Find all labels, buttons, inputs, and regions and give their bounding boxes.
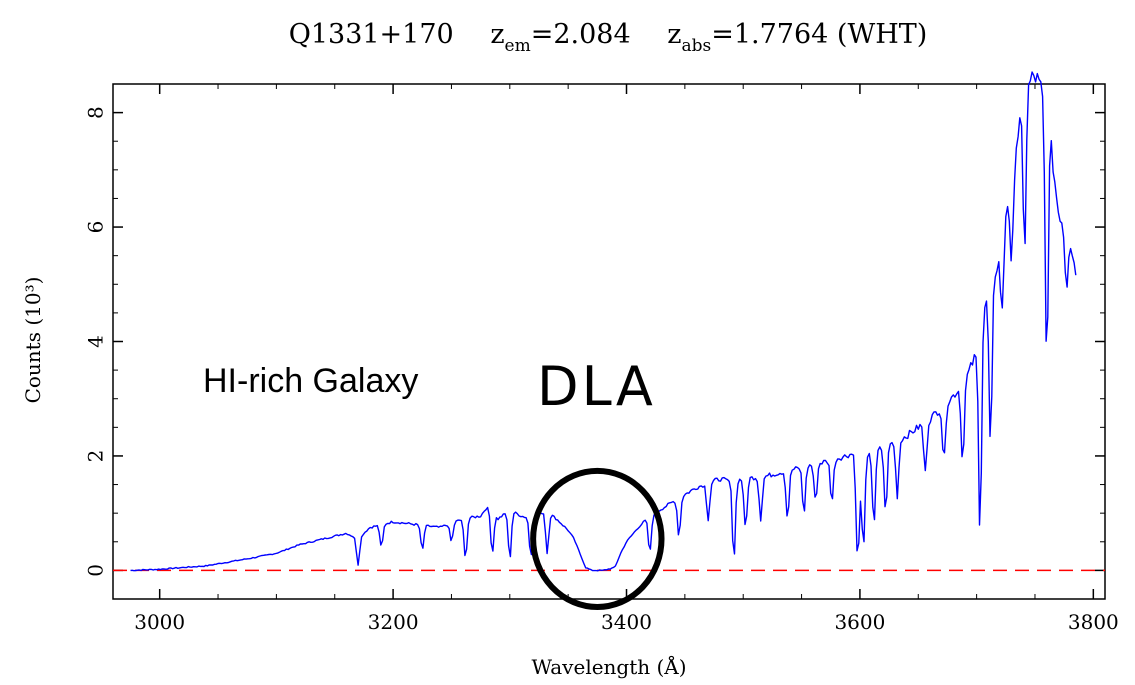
y-tick-label: 0 [84,564,108,577]
title-object: Q1331+170 [289,19,454,50]
title-zem-prefix: z [490,19,504,50]
chart-title: Q1331+170 zem=2.084 zabs=1.7764 (WHT) [289,19,928,56]
title-zem-value: =2.084 [531,19,631,50]
galaxy-annotation: HI-rich Galaxy [203,362,418,400]
x-tick-label: 3600 [834,610,885,634]
x-tick-label: 3400 [601,610,652,634]
x-axis-label: Wavelength (Å) [531,654,686,679]
y-tick-label: 2 [84,450,108,463]
y-tick-label: 8 [84,106,108,119]
x-tick-label: 3800 [1068,610,1119,634]
x-tick-label: 3000 [134,610,185,634]
title-zem-sub: em [505,36,531,56]
y-tick-label: 6 [84,221,108,234]
axis-ticks [113,83,1105,600]
y-axis-label: Counts (10³) [21,277,45,404]
dla-annotation: DLA [537,355,656,418]
series-group [130,71,1077,572]
dla-highlight-circle [530,467,665,610]
tick-labels: 3000 3200 3400 3600 3800 0 2 4 6 8 [84,106,1119,634]
x-tick-label: 3200 [368,610,419,634]
title-zabs-value: =1.7764 (WHT) [711,19,927,50]
spectrum-line [130,71,1077,572]
y-tick-label: 4 [84,335,108,348]
plot-frame [112,83,1106,600]
title-zabs-prefix: z [667,19,681,50]
title-zabs-sub: abs [681,36,711,56]
